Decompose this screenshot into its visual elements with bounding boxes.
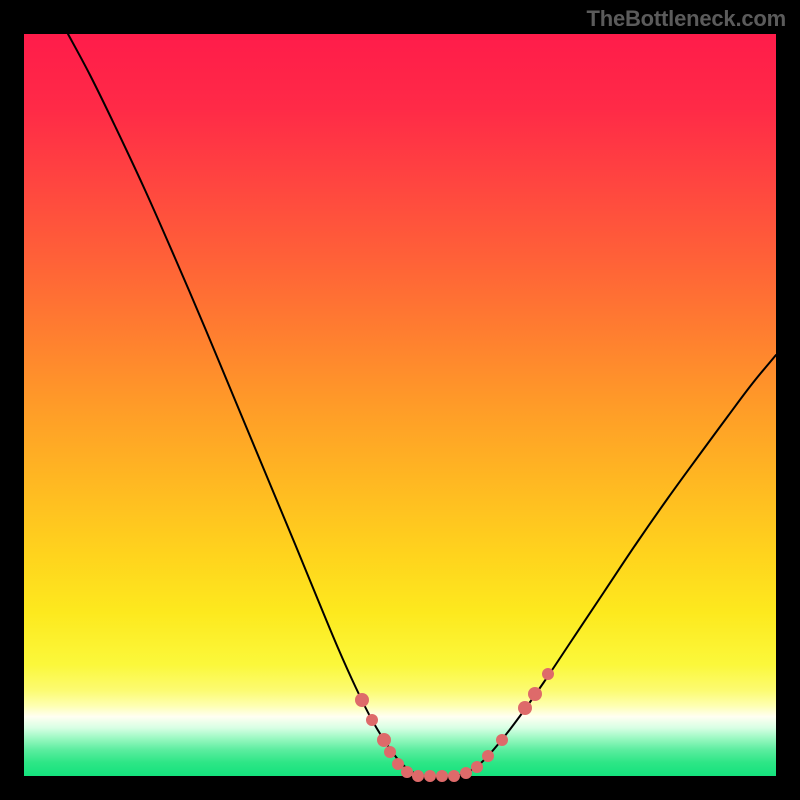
data-marker bbox=[436, 770, 448, 782]
data-marker bbox=[528, 687, 542, 701]
data-marker bbox=[355, 693, 369, 707]
data-marker bbox=[392, 758, 404, 770]
data-marker bbox=[448, 770, 460, 782]
data-marker bbox=[384, 746, 396, 758]
data-marker bbox=[460, 767, 472, 779]
data-marker bbox=[518, 701, 532, 715]
data-marker bbox=[496, 734, 508, 746]
data-marker bbox=[424, 770, 436, 782]
data-marker bbox=[377, 733, 391, 747]
data-marker bbox=[366, 714, 378, 726]
data-marker bbox=[471, 761, 483, 773]
plot-background bbox=[24, 34, 776, 776]
data-marker bbox=[401, 766, 413, 778]
data-marker bbox=[412, 770, 424, 782]
data-marker bbox=[542, 668, 554, 680]
data-marker bbox=[482, 750, 494, 762]
chart-container: TheBottleneck.com bbox=[0, 0, 800, 800]
bottleneck-chart bbox=[0, 0, 800, 800]
